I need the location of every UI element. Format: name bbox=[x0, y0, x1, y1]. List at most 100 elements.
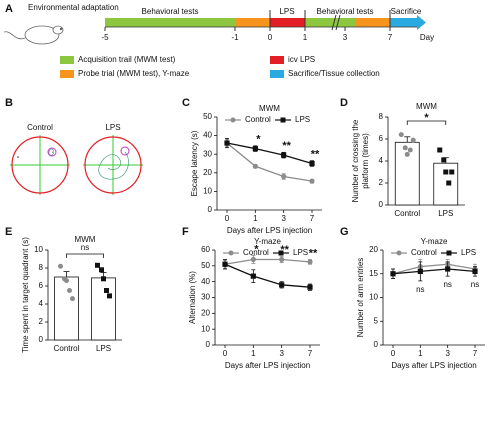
data-point bbox=[390, 271, 396, 277]
legend-marker bbox=[446, 250, 452, 256]
significance-label: ns bbox=[443, 280, 451, 289]
data-point bbox=[107, 293, 112, 299]
x-tick-label: 3 bbox=[281, 214, 286, 223]
chart-title: Y-maze bbox=[254, 237, 281, 246]
timeline-bar bbox=[104, 10, 426, 31]
timeline-legend-swatches bbox=[60, 56, 284, 78]
x-axis-label: Days after LPS injection bbox=[225, 361, 310, 370]
y-tick-label: 0 bbox=[206, 340, 211, 349]
x-tick-label: 7 bbox=[308, 349, 313, 358]
data-point bbox=[472, 268, 478, 274]
significance-bracket bbox=[406, 120, 447, 125]
x-axis-label: Days after LPS injection bbox=[227, 226, 312, 235]
data-point bbox=[222, 261, 228, 267]
data-point bbox=[281, 173, 287, 180]
chart-title: MWM bbox=[259, 104, 280, 113]
panel-label: C bbox=[182, 97, 190, 109]
data-point bbox=[441, 157, 447, 163]
timeline-tick: 7 bbox=[388, 33, 393, 42]
data-point bbox=[307, 259, 313, 265]
data-point bbox=[404, 151, 410, 157]
data-point bbox=[402, 145, 408, 151]
timeline-tick: 1 bbox=[303, 33, 308, 42]
data-point bbox=[101, 276, 106, 282]
y-tick-label: 40 bbox=[203, 131, 212, 140]
panel-label: E bbox=[5, 226, 12, 238]
y-tick-label: 50 bbox=[203, 112, 212, 121]
significance-bracket bbox=[66, 253, 104, 258]
significance-label: ns bbox=[471, 280, 479, 289]
y-tick-label: 40 bbox=[201, 277, 210, 286]
data-point bbox=[250, 273, 256, 279]
y-tick-label: 0 bbox=[208, 205, 213, 214]
significance-label: ** bbox=[309, 247, 318, 259]
legend-label: LPS bbox=[461, 248, 476, 257]
chart-title: Y-maze bbox=[421, 237, 448, 246]
data-point bbox=[309, 160, 315, 167]
x-tick-label: LPS bbox=[438, 209, 453, 218]
y-tick-label: 30 bbox=[201, 293, 210, 302]
y-axis-label: Escape latency (s) bbox=[190, 130, 199, 196]
bar bbox=[91, 277, 116, 341]
track-label: Control bbox=[27, 123, 53, 132]
panel-label: G bbox=[340, 226, 349, 238]
legend-marker bbox=[280, 117, 286, 123]
timeline-phase: Sacrifice bbox=[391, 7, 422, 16]
y-tick-label: 50 bbox=[201, 261, 210, 270]
data-point bbox=[417, 268, 423, 274]
y-tick-label: 20 bbox=[203, 168, 212, 177]
bar bbox=[54, 276, 79, 341]
data-point bbox=[252, 163, 258, 169]
data-point bbox=[407, 147, 413, 153]
timeline-title: Environmental adaptation bbox=[28, 3, 119, 12]
significance-label: * bbox=[256, 134, 261, 146]
x-tick-label: Control bbox=[54, 344, 80, 353]
y-tick-label: 10 bbox=[203, 187, 212, 196]
x-tick-label: 7 bbox=[473, 349, 478, 358]
chart-title: MWM bbox=[75, 235, 96, 244]
data-point bbox=[104, 288, 109, 293]
y-tick-label: 10 bbox=[369, 293, 378, 302]
data-point bbox=[279, 256, 285, 263]
data-point bbox=[67, 288, 72, 293]
panel-label: A bbox=[5, 3, 13, 15]
timeline-phase: LPS bbox=[279, 7, 294, 16]
legend-marker bbox=[230, 117, 236, 123]
y-tick-label: 8 bbox=[379, 112, 384, 121]
x-tick-label: 0 bbox=[391, 349, 396, 358]
x-tick-label: 3 bbox=[445, 349, 450, 358]
data-point bbox=[410, 137, 416, 143]
timeline-tick: 0 bbox=[268, 33, 273, 42]
data-point bbox=[449, 169, 455, 175]
data-point bbox=[443, 169, 449, 175]
timeline-tick: -5 bbox=[101, 33, 109, 42]
x-tick-label: Control bbox=[394, 209, 420, 218]
legend-marker bbox=[278, 250, 284, 256]
x-axis-label: Days after LPS injection bbox=[391, 361, 476, 370]
y-tick-label: 4 bbox=[39, 299, 44, 308]
y-tick-label: 15 bbox=[369, 269, 378, 278]
series-line bbox=[392, 268, 476, 275]
series-line bbox=[392, 263, 476, 275]
significance-label: * bbox=[254, 243, 259, 255]
y-tick-label: 4 bbox=[379, 156, 384, 165]
mouse-icon bbox=[3, 25, 64, 45]
data-point bbox=[445, 266, 451, 272]
series-line bbox=[224, 258, 311, 265]
y-tick-label: 20 bbox=[369, 245, 378, 254]
track-lps bbox=[83, 135, 143, 195]
data-point bbox=[99, 267, 104, 273]
bar bbox=[433, 162, 459, 206]
significance-label: ** bbox=[282, 140, 291, 152]
series-line bbox=[224, 263, 311, 288]
data-point bbox=[279, 282, 285, 288]
legend-label: LPS bbox=[295, 115, 310, 124]
y-tick-label: 8 bbox=[39, 263, 44, 272]
y-tick-label: 0 bbox=[374, 340, 379, 349]
x-tick-label: 1 bbox=[253, 214, 258, 223]
legend-label: Control bbox=[245, 115, 271, 124]
panel-label: D bbox=[340, 97, 348, 109]
y-tick-label: 5 bbox=[374, 316, 379, 325]
